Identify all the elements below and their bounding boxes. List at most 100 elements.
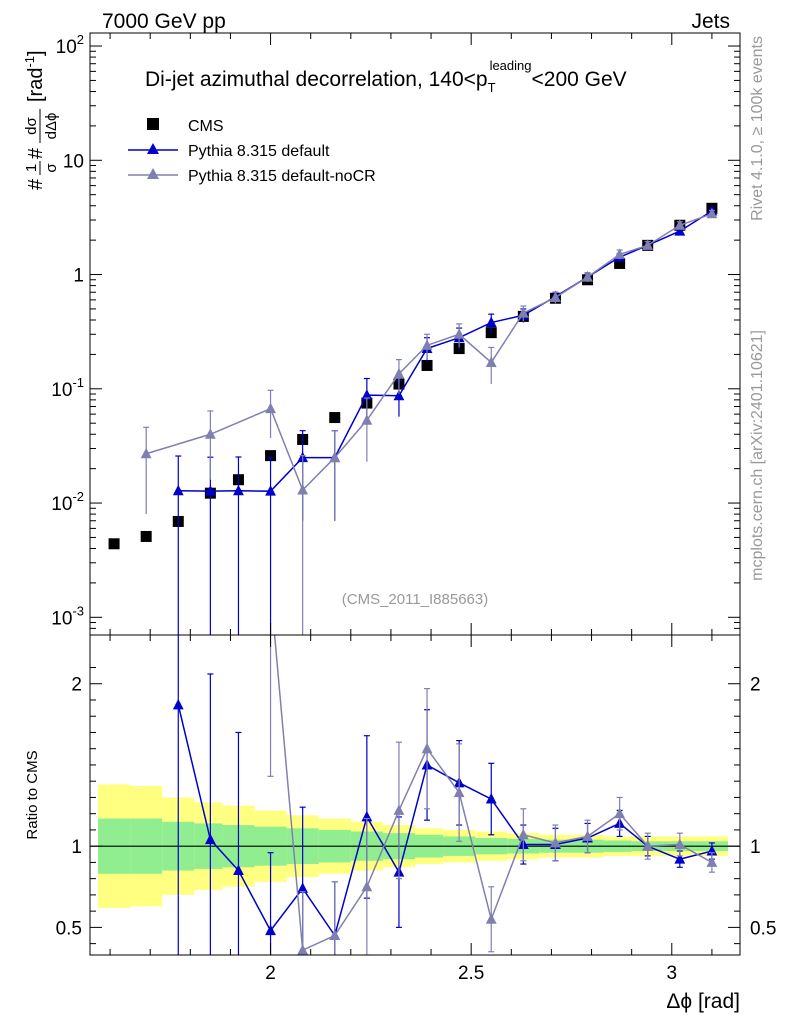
- data-point: [204, 485, 216, 496]
- chart-title-sub: T: [488, 80, 496, 95]
- ylabel-frac1-den: σ: [43, 163, 60, 173]
- data-point: [265, 450, 277, 462]
- ylabel-hash2: #: [25, 147, 47, 159]
- legend-marker-cms: [147, 118, 159, 130]
- series-line-1: [178, 210, 713, 492]
- ratio-point: [265, 924, 276, 936]
- ratio-point: [361, 880, 373, 892]
- y-tick-label: 1: [73, 266, 84, 287]
- ratio-point: [329, 929, 341, 941]
- legend-label-cms: CMS: [188, 118, 224, 135]
- ratio-point: [453, 786, 465, 798]
- chart-title-sup: leading: [490, 58, 532, 73]
- y-tick-label: 10-1: [51, 375, 84, 401]
- y-axis-label: # 1 σ # dσ dΔϕ [rad-1]: [22, 50, 60, 190]
- data-point: [172, 484, 184, 496]
- ratio-point: [172, 698, 184, 710]
- ylabel-frac2-den: dΔϕ: [43, 113, 60, 140]
- data-point: [361, 414, 373, 425]
- ratio-tick-label-left: 0.5: [56, 918, 82, 939]
- chart-title-main: Di-jet azimuthal decorrelation, 140<p: [145, 68, 488, 91]
- data-point: [614, 257, 626, 269]
- ratio-point: [485, 913, 497, 924]
- chart-title: Di-jet azimuthal decorrelation, 140<pTle…: [145, 58, 627, 95]
- ratio-point: [421, 742, 433, 754]
- ratio-tick-label-right: 0.5: [750, 918, 776, 939]
- data-point: [361, 389, 373, 400]
- header-energy: 7000 GeV pp: [102, 10, 226, 33]
- ratio-point: [706, 856, 718, 867]
- axes: 2 2.5 3 10-3 10-2 10-1 1 10 102 0.5 0.5 1 1 2 2: [51, 32, 776, 984]
- ratio-tick-label-left: 2: [71, 675, 82, 696]
- ratio-point: [674, 853, 686, 864]
- data-point: [108, 538, 120, 550]
- data-point: [706, 207, 718, 219]
- analysis-id: (CMS_2011_I885663): [342, 591, 488, 608]
- ratio-frame: [89, 634, 741, 956]
- legend-label-default: Pythia 8.315 default: [188, 143, 330, 160]
- ratio-point: [550, 836, 561, 848]
- data-point: [485, 316, 497, 328]
- data-point: [297, 484, 309, 495]
- ylabel-hash1: #: [25, 178, 47, 190]
- mcplots-info: mcplots.cern.ch [arXiv:2401.10621]: [749, 330, 766, 581]
- data-point: [550, 291, 561, 302]
- ratio-point: [393, 804, 405, 815]
- ylabel-unit: [rad-1]: [22, 50, 47, 102]
- ratio-tick-label-left: 1: [71, 837, 82, 858]
- data-point: [614, 248, 626, 259]
- ratio-point: [582, 830, 593, 841]
- ratio-panel-data: [90, 635, 740, 955]
- x-tick-label: 3: [667, 963, 678, 984]
- data-point: [140, 447, 152, 459]
- data-point: [485, 356, 497, 367]
- ratio-tick-label-right: 2: [750, 675, 761, 696]
- ratio-y-axis-label: Ratio to CMS: [24, 750, 41, 839]
- ratio-point: [517, 828, 529, 840]
- y-tick-label: 10-2: [51, 489, 84, 515]
- chart-title-end: <200 GeV: [532, 68, 627, 91]
- data-point: [421, 339, 433, 350]
- legend-label-nocr: Pythia 8.315 default-noCR: [188, 168, 376, 185]
- ratio-point: [297, 882, 309, 893]
- data-point: [393, 367, 405, 379]
- ratio-point: [297, 944, 309, 955]
- data-point: [329, 412, 341, 424]
- data-point: [265, 402, 276, 414]
- y-tick-label: 10: [63, 151, 84, 172]
- data-point: [233, 484, 244, 496]
- data-point: [140, 530, 152, 542]
- legend: CMS Pythia 8.315 default Pythia 8.315 de…: [128, 118, 376, 185]
- x-tick-label: 2.5: [458, 963, 484, 984]
- ratio-point: [204, 833, 216, 845]
- data-point: [453, 328, 465, 339]
- data-point: [517, 307, 529, 318]
- y-tick-label: 10-3: [51, 603, 84, 629]
- y-tick-label: 102: [56, 32, 84, 58]
- ratio-point: [674, 838, 686, 850]
- rivet-info: Rivet 4.1.0, ≥ 100k events: [749, 36, 766, 221]
- ylabel-frac2-num: dσ: [23, 116, 40, 134]
- data-point: [674, 219, 686, 230]
- x-axis-label: Δϕ [rad]: [666, 990, 740, 1013]
- main-panel-data: [108, 202, 718, 635]
- data-point: [642, 239, 654, 250]
- x-tick-label: 2: [265, 963, 276, 984]
- data-point: [421, 359, 433, 371]
- ylabel-frac1-num: 1: [23, 164, 40, 172]
- ratio-point: [642, 840, 654, 851]
- header-process: Jets: [691, 10, 730, 33]
- data-point: [204, 428, 216, 439]
- legend-marker-nocr: [147, 168, 159, 179]
- data-point: [265, 485, 276, 496]
- ratio-point: [614, 807, 626, 819]
- legend-marker-default: [147, 143, 159, 154]
- data-point: [393, 389, 405, 401]
- data-point: [329, 451, 341, 463]
- ratio-point: [485, 793, 497, 804]
- data-point: [674, 225, 686, 236]
- ratio-tick-label-right: 1: [750, 837, 761, 858]
- ratio-point: [233, 864, 244, 876]
- data-point: [582, 271, 593, 282]
